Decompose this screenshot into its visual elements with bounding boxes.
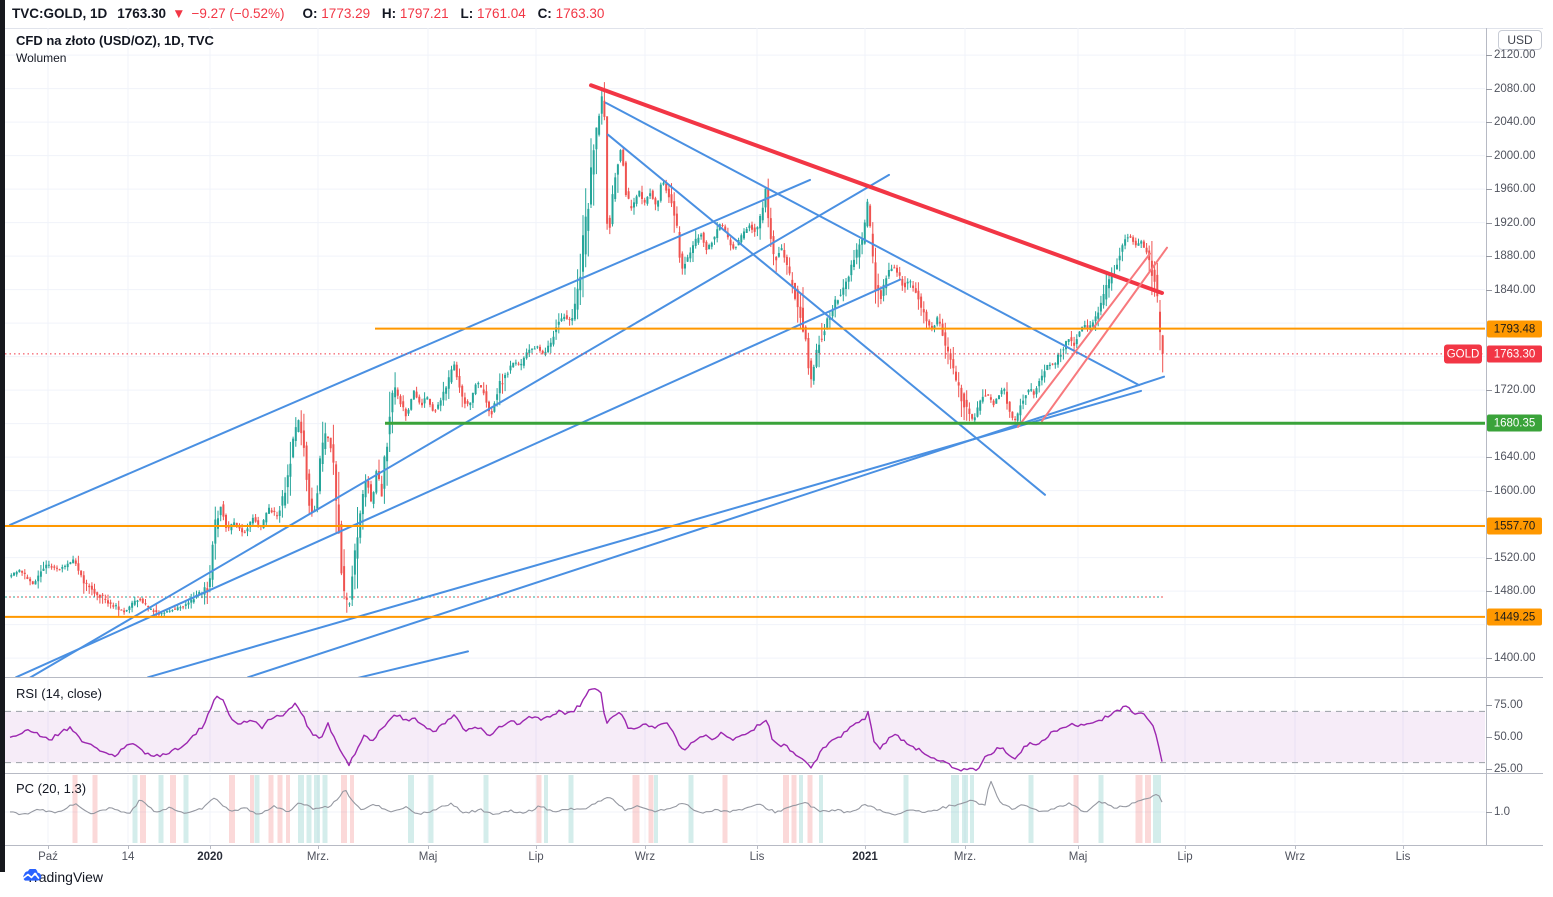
down-triangle-icon: ▼ (172, 6, 186, 21)
time-tick (865, 845, 866, 849)
pc-tick-label: 1.0 (1494, 806, 1510, 818)
price-tick-label: 1600.00 (1494, 485, 1536, 497)
price-tick-label: 2120.00 (1494, 49, 1536, 61)
rsi-tick-label: 75.00 (1494, 699, 1523, 711)
time-tick-label: Maj (418, 851, 438, 863)
price-tick (1486, 256, 1492, 257)
time-tick-label: Mrz. (953, 851, 977, 863)
low-value: 1761.04 (476, 6, 526, 21)
time-tick-label: Maj (1068, 851, 1088, 863)
time-tick-label: 2020 (197, 851, 223, 863)
time-tick (1403, 845, 1404, 849)
time-tick-label: Wrz (634, 851, 656, 863)
price-tick (1486, 122, 1492, 123)
price-level-badge: 1449.25 (1487, 608, 1542, 626)
open-value: 1773.29 (321, 6, 371, 21)
time-tick-label: Lis (749, 851, 765, 863)
price-tick-label: 1960.00 (1494, 183, 1536, 195)
price-scale-border (1486, 28, 1487, 845)
time-tick-label: Paź (38, 851, 58, 863)
time-tick-label: Wrz (1284, 851, 1306, 863)
price-tick (1486, 290, 1492, 291)
left-toolbar-strip[interactable] (0, 0, 5, 872)
pc-tick (1486, 812, 1492, 813)
high-value: 1797.21 (399, 6, 449, 21)
rsi-pane[interactable] (5, 678, 1486, 773)
price-tick-label: 1480.00 (1494, 585, 1536, 597)
tradingview-logo[interactable]: TradingView (20, 869, 103, 885)
price-level-badge: 1557.70 (1487, 517, 1542, 535)
chart-legend: CFD na złoto (USD/OZ), 1D, TVC Wolumen (16, 33, 214, 65)
price-pane[interactable] (5, 28, 1486, 677)
pc-indicator-label[interactable]: PC (20, 1.3) (16, 781, 87, 796)
price-level-badge: 1763.30 (1487, 345, 1542, 363)
time-tick (1185, 845, 1186, 849)
quote-bar: TVC:GOLD, 1D 1763.30 ▼ −9.27 (−0.52%) O:… (0, 0, 1553, 27)
price-tick (1486, 223, 1492, 224)
price-tick (1486, 156, 1492, 157)
time-tick (1078, 845, 1079, 849)
price-tick (1486, 491, 1492, 492)
time-scale-border (5, 845, 1543, 846)
tradingview-logo-text: TradingView (26, 869, 104, 885)
price-tick-label: 1840.00 (1494, 284, 1536, 296)
close-value: 1763.30 (555, 6, 605, 21)
time-tick (1295, 845, 1296, 849)
price-tick-label: 2000.00 (1494, 150, 1536, 162)
pane-separator-1[interactable] (5, 677, 1543, 678)
rsi-tick-label: 25.00 (1494, 763, 1523, 775)
price-tick-label: 2040.00 (1494, 116, 1536, 128)
price-tick-label: 2080.00 (1494, 83, 1536, 95)
time-tick (428, 845, 429, 849)
price-tick-label: 1920.00 (1494, 217, 1536, 229)
time-tick (757, 845, 758, 849)
time-tick-label: 2021 (852, 851, 878, 863)
time-tick (128, 845, 129, 849)
price-tick-label: 1640.00 (1494, 451, 1536, 463)
rsi-tick (1486, 769, 1492, 770)
price-tick (1486, 658, 1492, 659)
tradingview-logo-icon (22, 869, 42, 881)
price-tick (1486, 55, 1492, 56)
volume-indicator-label[interactable]: Wolumen (16, 51, 67, 65)
ohlc-values: O: 1773.29 H: 1797.21 L: 1761.04 C: 1763… (302, 6, 605, 21)
price-tick-label: 1400.00 (1494, 652, 1536, 664)
rsi-tick-label: 50.00 (1494, 731, 1523, 743)
price-tick (1486, 457, 1492, 458)
pane-separator-2[interactable] (5, 773, 1543, 774)
symbol-price-tag: GOLD (1444, 344, 1482, 364)
rsi-tick (1486, 737, 1492, 738)
time-tick-label: Lip (1177, 851, 1193, 863)
time-tick (536, 845, 537, 849)
instrument-title[interactable]: CFD na złoto (USD/OZ), 1D, TVC (16, 33, 214, 48)
time-tick-label: Lis (1395, 851, 1411, 863)
price-change: −9.27 (−0.52%) (191, 6, 285, 21)
time-tick-label: 14 (121, 851, 135, 863)
price-tick (1486, 89, 1492, 90)
time-tick (965, 845, 966, 849)
price-level-badge: 1793.48 (1487, 320, 1542, 338)
price-tick-label: 1880.00 (1494, 250, 1536, 262)
price-tick-label: 1720.00 (1494, 384, 1536, 396)
time-tick (210, 845, 211, 849)
rsi-tick (1486, 705, 1492, 706)
symbol-title[interactable]: TVC:GOLD, 1D (12, 6, 108, 21)
time-tick (318, 845, 319, 849)
price-tick-label: 1520.00 (1494, 552, 1536, 564)
price-tick (1486, 591, 1492, 592)
price-level-badge: 1680.35 (1487, 414, 1542, 432)
pc-pane[interactable] (5, 774, 1486, 845)
currency-unit-badge[interactable]: USD (1498, 30, 1542, 50)
rsi-indicator-label[interactable]: RSI (14, close) (16, 686, 102, 701)
pane-top-border (5, 28, 1543, 29)
time-tick-label: Lip (528, 851, 544, 863)
price-tick (1486, 390, 1492, 391)
last-price: 1763.30 (117, 6, 167, 21)
time-tick-label: Mrz. (306, 851, 330, 863)
price-tick (1486, 558, 1492, 559)
time-tick (645, 845, 646, 849)
price-tick (1486, 189, 1492, 190)
time-tick (48, 845, 49, 849)
